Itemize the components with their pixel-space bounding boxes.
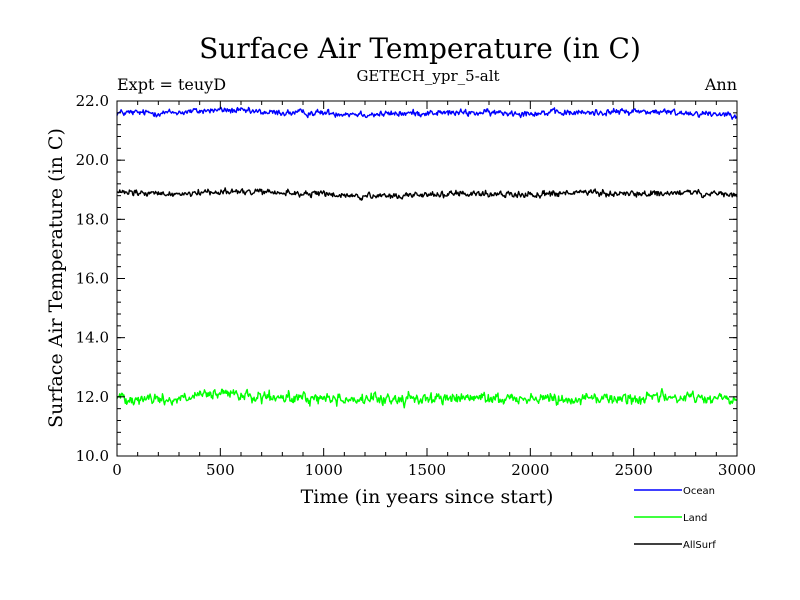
period-label: Ann — [704, 75, 737, 94]
legend-label-land: Land — [683, 513, 707, 524]
series-line-allsurf — [116, 187, 738, 201]
x-tick-label: 1500 — [408, 461, 446, 479]
y-tick-label: 14.0 — [76, 329, 109, 347]
y-axis-label: Surface Air Temperature (in C) — [45, 128, 67, 428]
x-tick-label: 1000 — [305, 461, 343, 479]
y-tick-label: 16.0 — [76, 270, 109, 288]
ticks-layer: 0 500 1000 1500 2000 2500 3000 10.0 12.0 14.0 16.0… — [76, 92, 757, 479]
chart-title: Surface Air Temperature (in C) — [199, 32, 641, 65]
plot-frame — [116, 100, 738, 457]
x-tick-label: 3000 — [718, 461, 756, 479]
y-tick-label: 22.0 — [76, 92, 109, 110]
x-tick-label: 0 — [112, 461, 122, 479]
y-tick-label: 20.0 — [76, 151, 109, 169]
legend-label-ocean: Ocean — [683, 486, 715, 497]
x-tick-label: 2500 — [615, 461, 653, 479]
series-layer — [116, 106, 738, 409]
chart-subtitle: GETECH_ypr_5-alt — [356, 67, 499, 85]
y-tick-label: 18.0 — [76, 210, 109, 228]
x-axis-label: Time (in years since start) — [301, 486, 554, 508]
y-tick-label: 12.0 — [76, 388, 109, 406]
x-tick-label: 500 — [206, 461, 235, 479]
x-tick-label: 2000 — [511, 461, 549, 479]
series-line-ocean — [116, 106, 738, 120]
legend: Ocean Land AllSurf — [634, 486, 716, 551]
series-line-land — [116, 388, 738, 409]
y-tick-label: 10.0 — [76, 447, 109, 465]
legend-label-allsurf: AllSurf — [683, 540, 716, 551]
experiment-label: Expt = teuyD — [117, 75, 226, 94]
